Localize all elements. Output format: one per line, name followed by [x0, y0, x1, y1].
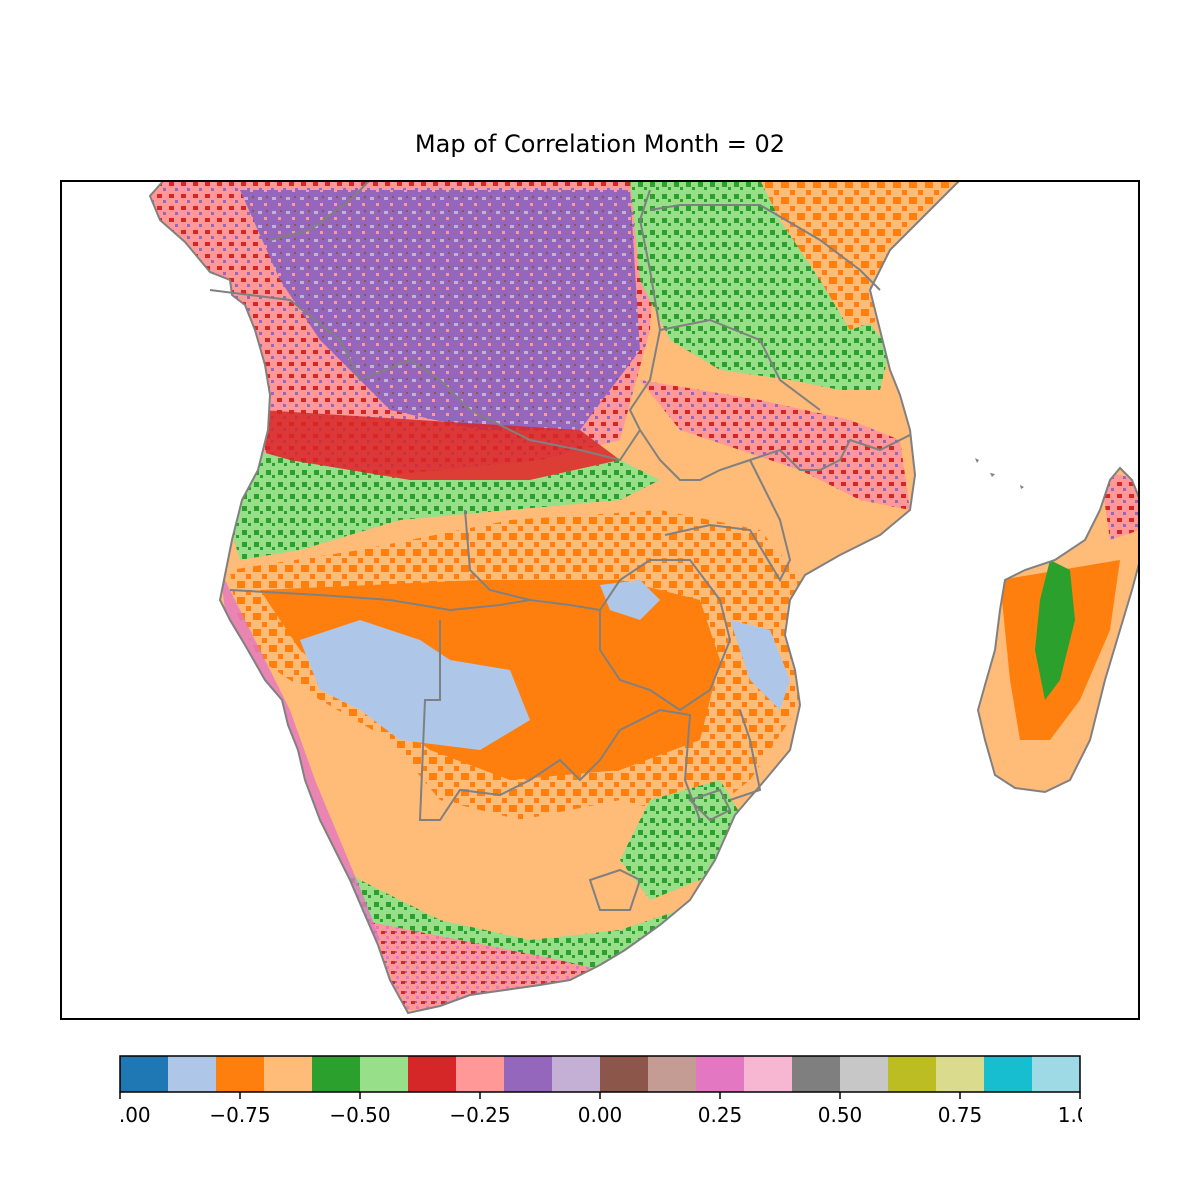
africa-mainland	[150, 180, 960, 1013]
colorbar-swatch	[1032, 1056, 1081, 1092]
colorbar-tick-label: −0.25	[449, 1103, 510, 1127]
colorbar: −1.00 −0.75 −0.50 −0.25 0.00 0.25 0.50 0.75 1.00	[118, 1055, 1082, 1127]
colorbar-tick-label: 1.00	[1058, 1103, 1082, 1127]
colorbar-tick-label: −0.75	[209, 1103, 270, 1127]
colorbar-swatch	[648, 1056, 697, 1092]
colorbar-tick-label: 0.00	[578, 1103, 623, 1127]
colorbar-swatch	[840, 1056, 889, 1092]
madagascar-coastline	[976, 466, 1140, 794]
colorbar-ticks: −1.00 −0.75 −0.50 −0.25 0.00 0.25 0.50 0.75 1.00	[118, 1092, 1082, 1127]
colorbar-swatch	[360, 1056, 409, 1092]
africa-coastline	[148, 180, 961, 1015]
colorbar-swatch	[936, 1056, 985, 1092]
colorbar-swatch	[168, 1056, 217, 1092]
colorbar-swatch	[504, 1056, 553, 1092]
colorbar-swatch	[696, 1056, 745, 1092]
colorbar-swatch	[792, 1056, 841, 1092]
colorbar-swatch	[312, 1056, 361, 1092]
colorbar-tick-label: −1.00	[118, 1103, 151, 1127]
map-area	[60, 180, 1140, 1020]
colorbar-swatch	[120, 1056, 169, 1092]
colorbar-swatch	[456, 1056, 505, 1092]
colorbar-tick-label: 0.25	[698, 1103, 743, 1127]
colorbar-tick-label: −0.50	[329, 1103, 390, 1127]
colorbar-swatch	[264, 1056, 313, 1092]
comoros-islands	[975, 458, 1024, 489]
colorbar-tick-label: 0.75	[938, 1103, 983, 1127]
plot-frame	[60, 180, 1140, 1020]
colorbar-swatch	[984, 1056, 1033, 1092]
colorbar-swatch	[744, 1056, 793, 1092]
colorbar-swatch	[888, 1056, 937, 1092]
national-borders	[209, 180, 911, 911]
map-title: Map of Correlation Month = 02	[414, 130, 786, 158]
colorbar-swatch	[552, 1056, 601, 1092]
colorbar-swatch	[600, 1056, 649, 1092]
colorbar-swatch	[216, 1056, 265, 1092]
colorbar-swatch	[408, 1056, 457, 1092]
colorbar-tick-label: 0.50	[818, 1103, 863, 1127]
colorbar-swatches	[120, 1056, 1081, 1092]
